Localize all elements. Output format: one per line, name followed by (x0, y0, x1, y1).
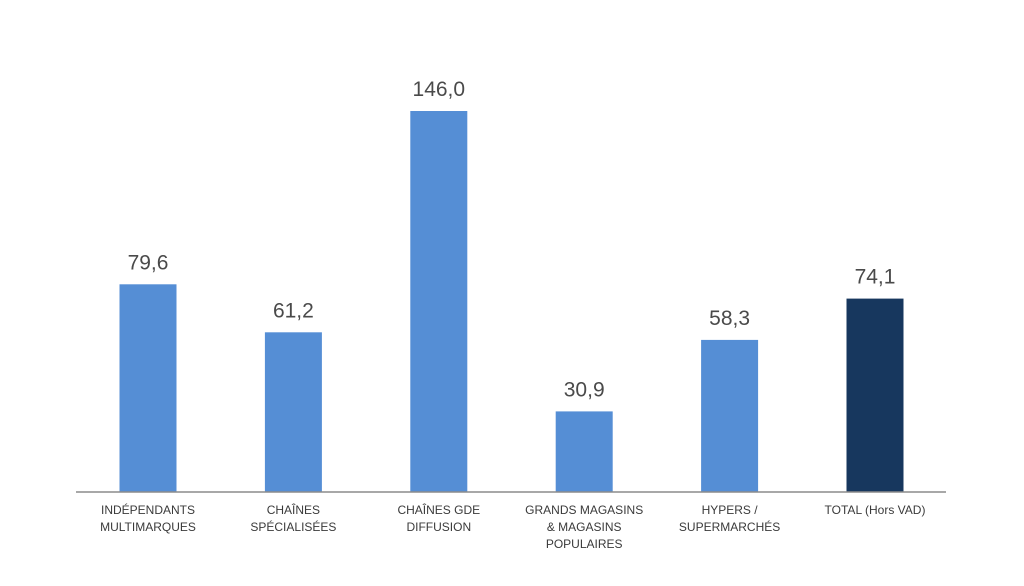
value-label-6: 74,1 (855, 266, 896, 289)
value-label-5: 58,3 (709, 307, 750, 330)
x-tick-label-6: TOTAL (Hors VAD) (825, 503, 926, 517)
bar-6 (846, 298, 904, 492)
x-tick-label-line: DIFFUSION (406, 520, 471, 534)
bar-5 (701, 339, 759, 492)
x-tick-label-line: SPÉCIALISÉES (250, 519, 336, 534)
value-label-1: 79,6 (128, 251, 169, 274)
x-tick-label-line: CHAÎNES (267, 502, 320, 517)
bar-2 (264, 332, 322, 492)
x-tick-label-2: CHAÎNES SPÉCIALISÉES (250, 502, 336, 534)
value-label-3: 146,0 (413, 78, 466, 101)
x-tick-label-line: SUPERMARCHÉS (679, 519, 780, 534)
x-tick-label-4: GRANDS MAGASINS & MAGASINS POPULAIRES (525, 503, 643, 551)
x-tick-label-line: MULTIMARQUES (100, 520, 196, 534)
bar-1 (119, 284, 177, 492)
x-tick-label-line: TOTAL (Hors VAD) (825, 503, 926, 517)
x-tick-label-line: & MAGASINS (547, 520, 622, 534)
bar-4 (555, 411, 613, 492)
x-tick-label-5: HYPERS / SUPERMARCHÉS (679, 503, 780, 534)
x-tick-label-line: CHAÎNES GDE (397, 502, 480, 517)
bars-group (119, 111, 904, 492)
value-labels-group: 79,6 61,2 146,0 30,9 58,3 74,1 (128, 78, 896, 401)
x-tick-labels-group: INDÉPENDANTS MULTIMARQUES CHAÎNES SPÉCIALIS… (100, 502, 925, 551)
x-tick-label-line: POPULAIRES (546, 537, 623, 551)
x-tick-label-line: HYPERS / (702, 503, 759, 517)
bar-3 (410, 111, 468, 492)
x-tick-label-line: INDÉPENDANTS (101, 502, 195, 517)
x-tick-label-1: INDÉPENDANTS MULTIMARQUES (100, 502, 196, 534)
x-tick-label-line: GRANDS MAGASINS (525, 503, 643, 517)
value-label-4: 30,9 (564, 378, 605, 401)
value-label-2: 61,2 (273, 299, 314, 322)
x-tick-label-3: CHAÎNES GDE DIFFUSION (397, 502, 480, 534)
